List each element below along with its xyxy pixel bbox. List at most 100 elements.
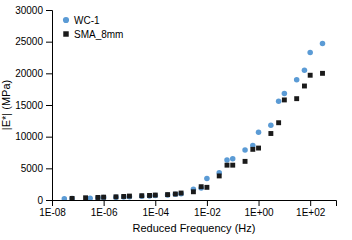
x-tick-mark bbox=[155, 200, 156, 206]
x-tick-label: 1E-08 bbox=[39, 207, 66, 218]
point bbox=[268, 123, 274, 129]
point bbox=[69, 196, 75, 200]
x-tick-mark bbox=[259, 200, 260, 206]
point bbox=[230, 163, 235, 168]
point bbox=[165, 192, 171, 198]
y-tick: 0 bbox=[37, 195, 52, 206]
point bbox=[256, 146, 261, 151]
x-tick-mark bbox=[310, 200, 311, 206]
point bbox=[127, 194, 133, 200]
y-tick: 10000 bbox=[15, 131, 52, 142]
point bbox=[230, 156, 236, 162]
x-tick-label: 1E+00 bbox=[244, 207, 274, 218]
y-tick: 25000 bbox=[15, 36, 52, 47]
x-axis-title: Reduced Frequency (Hz) bbox=[133, 222, 256, 234]
point bbox=[127, 194, 132, 199]
point bbox=[121, 194, 127, 200]
x-tick-label: 1E-06 bbox=[91, 207, 118, 218]
y-axis-title: |E*| (MPa) bbox=[0, 80, 12, 130]
point bbox=[83, 195, 88, 200]
y-tick-label: 15000 bbox=[15, 100, 43, 111]
y-tick-label: 10000 bbox=[15, 131, 43, 142]
point bbox=[308, 73, 313, 78]
x-axis-line bbox=[53, 201, 337, 207]
y-tick-mark bbox=[46, 10, 52, 11]
point bbox=[268, 131, 273, 136]
point bbox=[242, 147, 248, 153]
point bbox=[294, 77, 300, 83]
y-tick-mark bbox=[46, 137, 52, 138]
point bbox=[320, 71, 325, 76]
point bbox=[153, 193, 159, 199]
point bbox=[147, 193, 152, 198]
point bbox=[225, 163, 230, 168]
y-tick-label: 30000 bbox=[15, 5, 43, 16]
legend-label: SMA_8mm bbox=[74, 29, 123, 40]
y-tick-mark bbox=[46, 200, 52, 201]
point bbox=[250, 147, 255, 152]
x-tick: 1E+02 bbox=[296, 200, 326, 218]
y-axis-line bbox=[46, 11, 53, 201]
y-tick-mark bbox=[46, 105, 52, 106]
point bbox=[95, 195, 100, 200]
point bbox=[204, 176, 210, 182]
point bbox=[276, 120, 281, 125]
x-tick-mark bbox=[207, 200, 208, 206]
x-tick: 1E-02 bbox=[194, 200, 221, 218]
legend-item: SMA_8mm bbox=[63, 29, 123, 40]
point bbox=[114, 194, 119, 199]
x-tick-label: 1E-04 bbox=[142, 207, 169, 218]
y-tick: 30000 bbox=[15, 5, 52, 16]
point bbox=[204, 185, 209, 190]
point bbox=[191, 189, 196, 194]
point bbox=[121, 194, 126, 199]
point bbox=[178, 191, 184, 197]
point bbox=[95, 195, 101, 200]
point bbox=[101, 195, 107, 200]
legend: WC-1 SMA_8mm bbox=[63, 15, 124, 40]
y-tick-mark bbox=[46, 168, 52, 169]
point bbox=[243, 159, 248, 164]
point bbox=[282, 91, 288, 97]
point bbox=[165, 192, 170, 197]
y-tick: 5000 bbox=[21, 163, 52, 174]
x-tick-mark bbox=[104, 200, 105, 206]
plot: 1E-08 1E-06 1E-04 1E-02 1E+00 1E+02 0 5000 10000… bbox=[0, 5, 337, 234]
point bbox=[294, 96, 299, 101]
x-tick: 1E-04 bbox=[142, 200, 169, 218]
point bbox=[70, 196, 75, 200]
point bbox=[139, 194, 145, 200]
x-tick: 1E-08 bbox=[39, 200, 66, 218]
chart: 1E-08 1E-06 1E-04 1E-02 1E+00 1E+02 0 5000 10000… bbox=[0, 0, 352, 240]
x-axis: 1E-08 1E-06 1E-04 1E-02 1E+00 1E+02 bbox=[39, 200, 336, 218]
point bbox=[199, 184, 204, 189]
point bbox=[113, 195, 119, 200]
legend-label: WC-1 bbox=[74, 15, 100, 26]
point bbox=[173, 192, 178, 197]
point bbox=[173, 192, 179, 198]
point bbox=[87, 195, 93, 200]
point bbox=[302, 67, 308, 73]
x-tick: 1E+00 bbox=[244, 200, 274, 218]
y-tick: 15000 bbox=[15, 100, 52, 111]
point bbox=[62, 196, 68, 200]
point bbox=[101, 195, 106, 200]
point bbox=[147, 193, 153, 199]
y-tick: 20000 bbox=[15, 68, 52, 79]
series bbox=[70, 71, 325, 200]
legend-item: WC-1 bbox=[63, 15, 100, 26]
y-tick-mark bbox=[46, 73, 52, 74]
point bbox=[276, 98, 282, 104]
series bbox=[62, 41, 326, 200]
point bbox=[282, 97, 287, 102]
point bbox=[256, 129, 262, 135]
point bbox=[179, 191, 184, 196]
x-tick-label: 1E+02 bbox=[296, 207, 326, 218]
marks bbox=[62, 41, 326, 200]
y-tick-label: 0 bbox=[37, 195, 43, 206]
point bbox=[198, 185, 204, 191]
point bbox=[139, 193, 144, 198]
legend-swatch bbox=[63, 31, 68, 36]
point bbox=[153, 193, 158, 198]
point bbox=[217, 173, 222, 178]
